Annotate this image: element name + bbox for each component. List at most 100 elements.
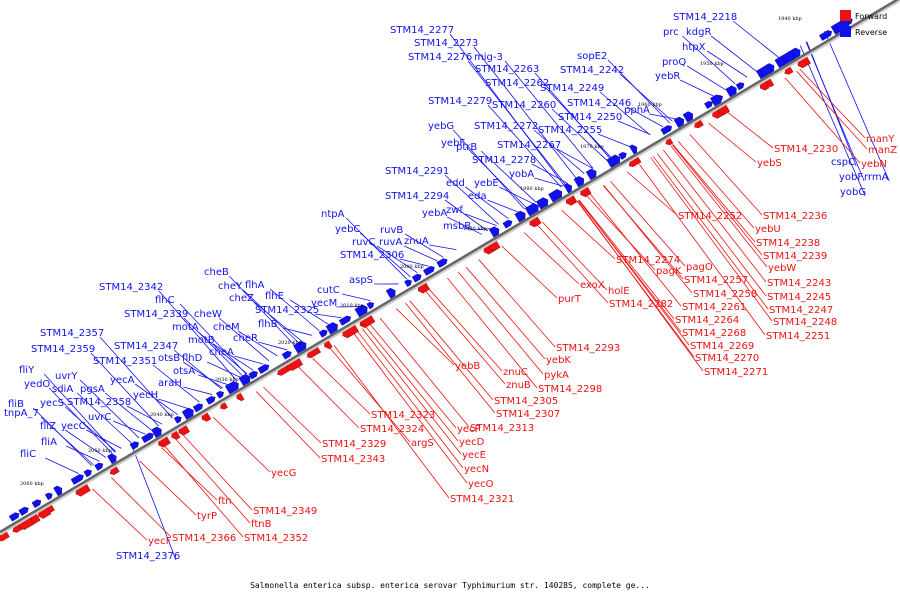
leader-line [824,30,890,182]
leader-line [599,91,651,136]
leader-line [663,149,767,283]
gene-label-flha: flhA [245,280,265,291]
gene-label-yebb: yebB [455,361,480,372]
gene-label-stm14-2246: STM14_2246 [567,98,631,109]
gene-label-chez: cheZ [229,293,254,304]
leader-line [682,35,736,85]
gene-label-exox: exoX [580,280,605,291]
gene-label-stm14-2274: STM14_2274 [616,255,680,266]
gene-label-flhe: flhE [265,291,284,302]
axis-shadow [0,0,900,536]
leader-line [90,352,160,427]
leader-line [686,65,726,91]
leader-line [212,343,254,371]
leader-line [603,185,693,294]
leader-line [64,429,107,458]
reverse-gene-arrow [293,340,307,354]
gene-label-tyrp: tyrP [197,511,217,522]
leader-line [444,199,488,232]
leader-line [242,289,300,344]
gene-label-ppha: pphA [624,105,650,116]
gene-label-proq: proQ [662,57,686,68]
gene-label-stm14-2239: STM14_2239 [763,251,827,262]
reverse-gene-arrow [385,287,396,299]
leader-line [544,86,612,158]
leader-line [523,232,580,285]
gene-label-yebn: yebN [861,159,887,170]
gene-label-flhb: flhB [258,319,278,330]
gene-label-stm14-2321: STM14_2321 [450,494,514,505]
leader-line [173,349,222,390]
leader-line [578,199,675,320]
leader-line [158,398,189,410]
gene-label-cheb: cheB [204,267,229,278]
gene-label-yebg: yebG [428,121,454,132]
gene-label-args: argS [411,438,434,449]
leader-line [333,345,450,499]
gene-label-stm14-2324: STM14_2324 [360,424,424,435]
leader-line [92,488,148,541]
gene-label-stm14-2247: STM14_2247 [769,305,833,316]
leader-line [182,434,253,511]
leader-line [626,106,664,128]
gene-label-uvry: uvrY [55,371,78,382]
leader-line [379,317,470,428]
leader-line [353,333,468,484]
leader-line [501,245,558,299]
reverse-gene-arrow [618,152,627,160]
gene-label-stm14-2376: STM14_2376 [116,551,180,562]
gene-label-sope2: sopE2 [577,51,607,62]
leader-line [784,77,861,164]
reverse-gene-arrow [173,416,182,424]
gene-label-yeca: yecA [110,375,135,386]
leader-line [361,328,462,455]
reverse-gene-arrow [354,304,368,318]
leader-line [228,275,296,346]
reverse-gene-arrow [548,189,563,203]
gene-label-stm14-2358: STM14_2358 [67,397,131,408]
gene-label-stm14-2339: STM14_2339 [124,309,188,320]
leader-line [586,195,656,271]
gene-label-yebs: yebS [757,158,782,169]
forward-gene-arrow [0,531,10,542]
reverse-gene-arrow [281,350,292,360]
kbp-tick-label: 2020 kbp [278,340,302,346]
gene-label-stm14-2263: STM14_2263 [475,64,539,75]
kbp-tick-label: 1940 kbp [778,16,802,22]
gene-label-yeba: yebA [422,208,447,219]
gene-label-stm14-2307: STM14_2307 [496,409,560,420]
gene-label-yebc: yebC [335,224,360,235]
leader-line [342,293,371,301]
forward-gene-arrow [628,156,642,168]
gene-label-ruva: ruvA [379,237,402,248]
gene-label-stm14-2260: STM14_2260 [492,100,556,111]
gene-label-chey: cheY [218,281,243,292]
leader-line [534,72,611,159]
gene-label-motb: motB [188,335,215,346]
gene-label-stm14-2291: STM14_2291 [385,166,449,177]
reverse-gene-arrow [536,197,549,210]
leader-line [447,277,538,389]
gene-label-chem: cheM [213,322,240,333]
leader-line [405,302,496,414]
gene-label-stm14-2293: STM14_2293 [556,343,620,354]
reverse-gene-arrow [660,125,673,135]
gene-label-yebu: yebU [755,224,781,235]
gene-label-stm14-2273: STM14_2273 [414,38,478,49]
legend-swatch-forward [840,10,851,21]
reverse-gene-arrow [502,219,513,229]
gene-label-stm14-2236: STM14_2236 [763,211,827,222]
gene-label-yecf: yecF [148,536,172,547]
gene-label-yech: yecH [133,390,158,401]
gene-label-stm14-2359: STM14_2359 [31,344,95,355]
gene-label-tnpa-7: tnpA_7 [4,408,39,419]
leader-line [578,199,690,346]
leader-line [86,429,122,449]
leader-line [561,210,616,260]
leader-line [706,50,748,78]
leader-line [504,60,594,169]
gene-label-stm14-2269: STM14_2269 [690,341,754,352]
leader-line [218,317,270,362]
